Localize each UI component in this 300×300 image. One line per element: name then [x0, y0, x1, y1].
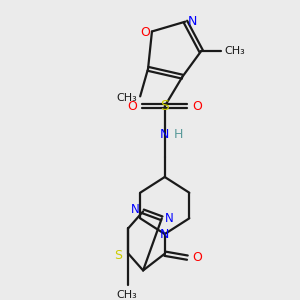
Text: N: N — [160, 128, 170, 141]
Text: N: N — [165, 212, 174, 225]
Text: S: S — [160, 99, 169, 113]
Text: O: O — [192, 100, 202, 113]
Text: N: N — [188, 15, 197, 28]
Text: S: S — [115, 249, 122, 262]
Text: O: O — [192, 251, 202, 264]
Text: CH₃: CH₃ — [116, 93, 137, 103]
Text: N: N — [131, 203, 140, 216]
Text: H: H — [174, 128, 183, 141]
Text: CH₃: CH₃ — [116, 290, 137, 300]
Text: O: O — [128, 100, 137, 113]
Text: N: N — [160, 227, 170, 241]
Text: O: O — [140, 26, 150, 39]
Text: CH₃: CH₃ — [224, 46, 245, 56]
